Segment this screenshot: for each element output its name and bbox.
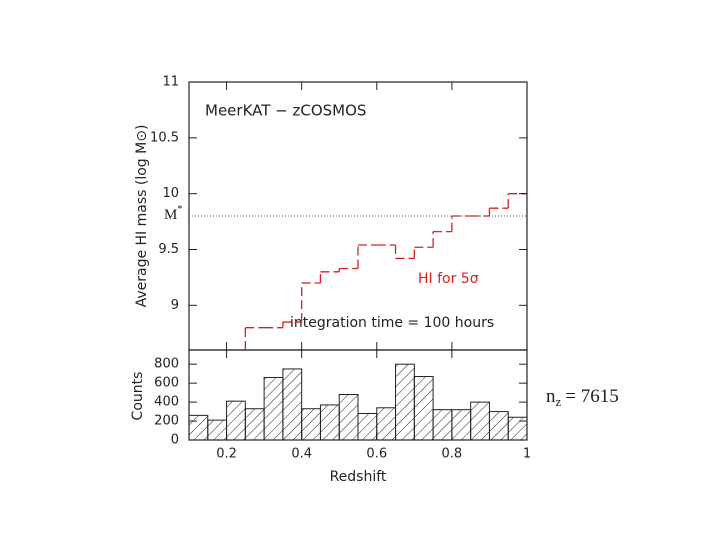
histogram-bar	[488, 411, 509, 441]
histogram-bar	[244, 408, 265, 441]
reference-symbol: M	[164, 207, 177, 223]
note-symbol: n	[546, 386, 556, 407]
y-tick-label: 400	[154, 395, 179, 410]
y-tick-label: 9.5	[158, 242, 179, 257]
x-tick-label: 0.4	[291, 447, 312, 462]
y-tick-label: 9	[171, 298, 179, 313]
y-axis-label: Counts	[130, 372, 146, 421]
y-tick-label: 10	[162, 186, 179, 201]
chart-title: MeerKAT − zCOSMOS	[205, 102, 366, 120]
histogram-bar	[432, 409, 453, 441]
x-axis-label: Redshift	[330, 469, 387, 485]
y-tick-label: 0	[171, 433, 179, 448]
histogram-bar	[338, 394, 359, 441]
note-subscript: z	[556, 394, 562, 409]
histogram-bar	[282, 368, 303, 441]
histogram-bar	[301, 408, 321, 441]
histogram-bar	[207, 419, 228, 441]
annotation: integration time = 100 hours	[290, 315, 494, 331]
histogram-bar	[357, 412, 378, 441]
x-tick-label: 0.6	[366, 447, 387, 462]
y-axis-label: Average HI mass (log M⊙)	[134, 125, 150, 308]
histogram-bar	[319, 404, 340, 441]
x-tick-label: 0.8	[442, 447, 463, 462]
reference-superscript: *	[177, 204, 182, 215]
note-text: = 7615	[565, 386, 618, 407]
histogram-bar	[263, 376, 284, 441]
y-tick-label: 600	[154, 376, 179, 391]
histogram-bar	[395, 363, 415, 441]
x-tick-label: 0.2	[216, 447, 237, 462]
y-tick-label: 11	[162, 75, 179, 90]
y-tick-label: 200	[154, 414, 179, 429]
histogram-bar	[470, 401, 490, 441]
histogram-bar	[376, 407, 397, 441]
histogram-bar	[413, 376, 434, 441]
y-tick-label: 10.5	[150, 130, 179, 145]
reference-label: M*	[164, 204, 182, 223]
histogram-bar	[188, 414, 209, 441]
y-tick-label: 800	[154, 357, 179, 372]
histogram-bar	[226, 400, 246, 441]
histogram-bar	[451, 409, 472, 441]
annotation: HI for 5σ	[418, 271, 479, 287]
histogram-bar	[507, 416, 528, 441]
x-tick-label: 1	[523, 447, 531, 462]
note: nz = 7615	[546, 386, 619, 409]
